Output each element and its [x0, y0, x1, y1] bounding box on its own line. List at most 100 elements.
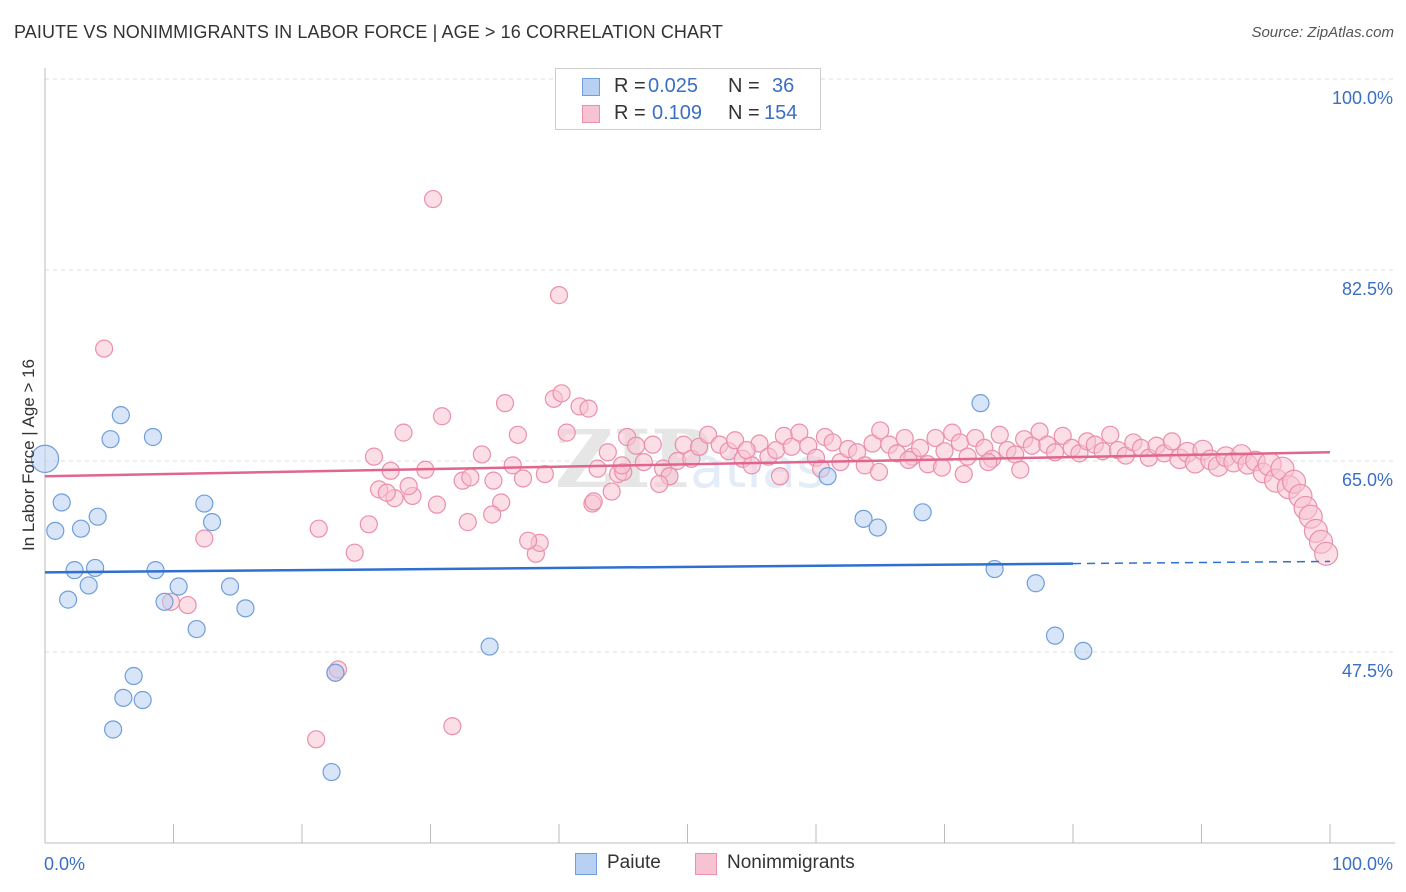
y-tick-label: 100.0%: [1332, 88, 1393, 108]
nonimmigrants-point: [519, 531, 538, 550]
nonimmigrants-point: [869, 462, 889, 482]
paiute-point: [854, 509, 873, 528]
nonimmigrants-point: [742, 456, 761, 475]
y-axis-label: In Labor Force | Age > 16: [19, 359, 38, 551]
paiute-point: [322, 762, 341, 782]
paiute-point: [101, 430, 120, 449]
nonimmigrants-point: [508, 425, 527, 444]
paiute-point: [143, 427, 163, 447]
paiute-points: [30, 394, 1093, 782]
nonimmigrants-point: [461, 468, 480, 487]
paiute-point: [52, 493, 71, 512]
nonimmigrants-point: [579, 399, 598, 418]
paiute-point: [1026, 574, 1045, 593]
nonimmigrants-point: [1314, 541, 1339, 566]
nonimmigrants-r-value: 0.109: [652, 102, 703, 124]
nonimmigrants-point: [427, 495, 447, 514]
paiute-point: [71, 519, 91, 538]
nonimmigrants-n-label: N =: [728, 102, 760, 124]
paiute-point: [111, 406, 130, 425]
paiute-point: [155, 592, 174, 611]
paiute-point: [79, 576, 98, 595]
paiute-point: [220, 577, 240, 596]
y-tick-label: 47.5%: [1342, 661, 1393, 681]
paiute-trend-extension: [1072, 560, 1331, 565]
trend-lines: [44, 451, 1331, 574]
paiute-point: [88, 507, 107, 526]
nonimmigrants-point: [823, 433, 842, 452]
nonimmigrants-point: [195, 529, 214, 548]
nonimmigrants-point: [483, 505, 502, 524]
nonimmigrants-point: [1006, 445, 1025, 464]
paiute-legend-swatch: [575, 853, 597, 875]
nonimmigrants-point: [935, 442, 954, 461]
paiute-point: [124, 666, 143, 686]
nonimmigrants-point: [926, 428, 945, 448]
paiute-point: [86, 558, 105, 578]
axis-labels: 47.5% 65.0% 82.5% 100.0% 0.0% 100.0% In Labor …: [19, 88, 1393, 874]
paiute-trend-line: [44, 562, 1074, 574]
nonimmigrants-point: [1101, 425, 1120, 444]
paiute-n-label: N =: [728, 75, 760, 97]
nonimmigrants-point: [432, 407, 452, 426]
paiute-n-value: 36: [772, 75, 795, 97]
series-legend: Paiute Nonimmigrants: [0, 852, 1406, 878]
nonimmigrants-point: [598, 443, 617, 462]
source-credit: Source: ZipAtlas.com: [1251, 24, 1394, 41]
nonimmigrants-point: [458, 513, 477, 532]
nonimmigrants-point: [910, 438, 930, 458]
paiute-point: [913, 503, 932, 522]
paiute-point: [1074, 641, 1093, 661]
nonimmigrants-point: [557, 423, 576, 442]
paiute-point: [971, 394, 990, 413]
nonimmigrants-n-value: 154: [764, 102, 798, 124]
nonimmigrants-point: [345, 543, 364, 562]
chart-title: PAIUTE VS NONIMMIGRANTS IN LABOR FORCE |…: [14, 22, 723, 42]
paiute-point: [480, 637, 499, 656]
nonimmigrants-point: [423, 189, 443, 209]
nonimmigrants-point: [472, 445, 491, 464]
nonimmigrants-point: [698, 425, 718, 444]
nonimmigrants-point: [737, 440, 756, 460]
paiute-point: [46, 521, 65, 540]
x-tick-label-max: 100.0%: [1332, 854, 1393, 874]
y-tick-label: 82.5%: [1342, 279, 1393, 299]
nonimmigrants-point: [484, 471, 503, 490]
x-tick-label-min: 0.0%: [44, 854, 85, 874]
paiute-point: [868, 518, 887, 537]
paiute-point: [104, 720, 123, 739]
nonimmigrants-point: [95, 339, 114, 358]
nonimmigrants-point: [895, 428, 914, 448]
paiute-point: [30, 444, 60, 474]
paiute-point: [59, 590, 78, 609]
nonimmigrants-point: [549, 286, 569, 305]
nonimmigrants-point: [588, 459, 607, 478]
nonimmigrants-point: [979, 452, 998, 472]
nonimmigrants-point: [958, 447, 977, 466]
paiute-r-value: 0.025: [648, 75, 699, 97]
nonimmigrants-point: [535, 464, 554, 484]
paiute-point: [187, 619, 206, 639]
paiute-legend-label: Paiute: [607, 852, 661, 873]
nonimmigrants-point: [602, 482, 621, 501]
paiute-point: [65, 561, 84, 580]
y-tick-label: 65.0%: [1342, 470, 1393, 490]
nonimmigrants-legend-swatch: [695, 853, 717, 875]
nonimmigrants-point: [871, 421, 890, 440]
nonimmigrants-point: [626, 436, 646, 455]
nonimmigrants-point: [377, 483, 396, 502]
nonimmigrants-point: [178, 595, 197, 615]
nonimmigrants-swatch: [582, 105, 600, 123]
nonimmigrants-point: [650, 474, 669, 494]
nonimmigrants-point: [584, 492, 603, 511]
nonimmigrants-point: [364, 447, 384, 466]
nonimmigrants-point: [725, 431, 745, 450]
nonimmigrants-points: [95, 189, 1339, 749]
paiute-point: [1045, 626, 1065, 645]
paiute-r-label: R =: [614, 75, 646, 97]
nonimmigrants-r-label: R =: [614, 102, 646, 124]
nonimmigrants-point: [932, 458, 952, 477]
paiute-point: [169, 577, 188, 596]
nonimmigrants-point: [1011, 460, 1030, 479]
